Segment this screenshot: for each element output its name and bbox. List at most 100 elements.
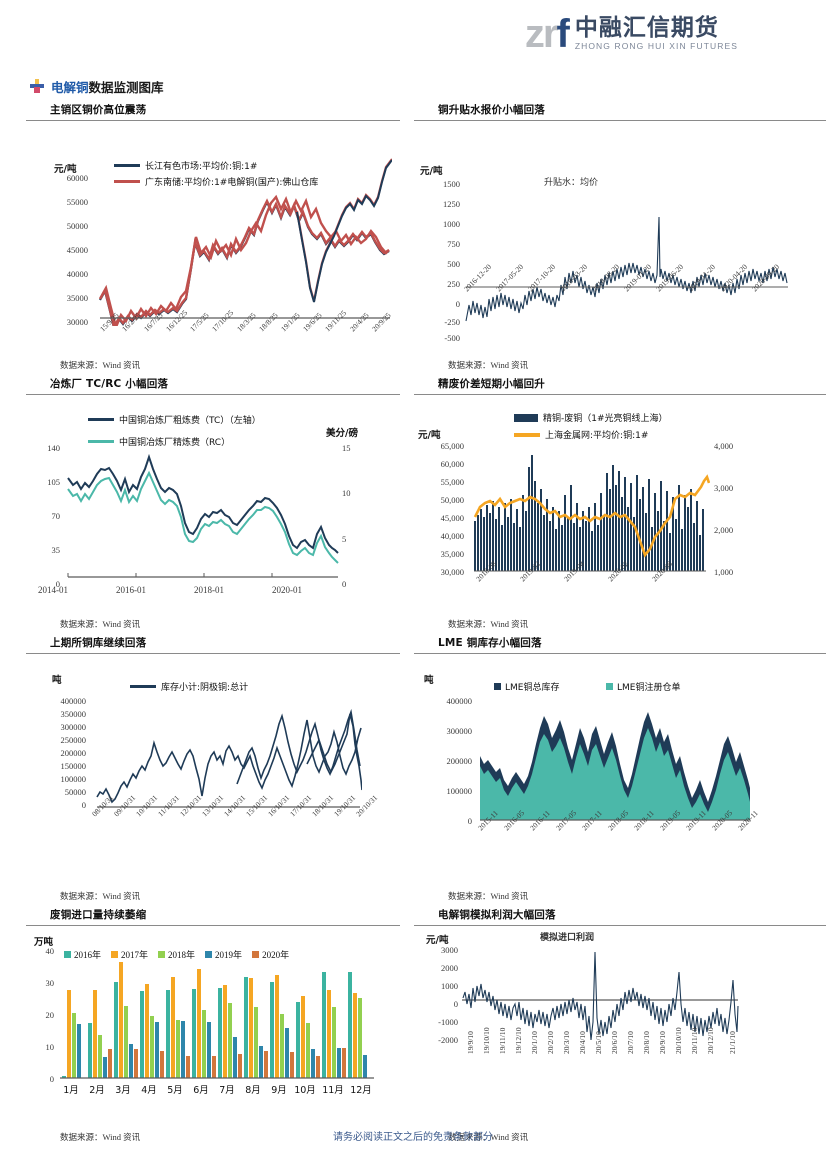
x-tick: 19/10/10 [482, 1027, 491, 1054]
logo-company-en: ZHONG RONG HUI XIN FUTURES [574, 41, 738, 52]
document-title-row: 电解铜数据监测图库 [0, 74, 826, 98]
panel-divider [414, 394, 826, 395]
logo-company-cn: 中融汇信期货 [574, 15, 719, 42]
legend-item-2017: 2017年 [111, 948, 148, 961]
legend-label: 中国铜冶炼厂粗炼费（TC）（左轴） [119, 416, 261, 426]
import-profit-plot [462, 951, 739, 1041]
legend-label: 2019年 [215, 950, 243, 960]
legend-swatch-line-icon [114, 164, 140, 167]
y-tick: 50000 [64, 787, 86, 797]
y-tick: 1000 [441, 981, 458, 991]
legend-item-shmet: 上海金属网:平均价:铜:1# [514, 428, 648, 441]
y-axis-unit-right: 美分/磅 [326, 428, 358, 439]
x-tick: 20/3/10 [562, 1031, 571, 1054]
bullet-marker-icon [30, 79, 44, 93]
legend-swatch-line-icon [88, 418, 114, 421]
legend-swatch-line-icon [88, 440, 114, 443]
legend-label: 2016年 [74, 950, 102, 960]
legend-label: LME铜总库存 [505, 683, 560, 693]
x-tick: 2018-01 [194, 585, 224, 595]
panel-shfe-stock: 上期所铜库继续回落 吨 库存小计:阴极铜:总计 400000 350000 30… [26, 635, 400, 902]
y-tick-left: 30,000 [440, 567, 464, 577]
panel-scrap-spread: 精废价差短期小幅回升 精铜-废铜（1#光亮铜线上海） 上海金属网:平均价:铜:1… [414, 376, 826, 630]
x-tick: 12月 [350, 1085, 372, 1096]
chart-scrap-spread: 精铜-废铜（1#光亮铜线上海） 上海金属网:平均价:铜:1# 元/吨 65,00… [414, 401, 826, 616]
legend-label: 2020年 [262, 950, 290, 960]
logo-text: 中融汇信期货 ZHONG RONG HUI XIN FUTURES [575, 17, 738, 51]
y-tick: 400000 [60, 696, 87, 706]
y-tick: 150000 [60, 761, 87, 771]
y-tick: 300000 [446, 726, 473, 736]
chart-source: 数据来源：Wind 资讯 [448, 619, 529, 629]
y-tick-left: 60,000 [440, 459, 464, 469]
legend-item-2018: 2018年 [158, 948, 195, 961]
page-title: 电解铜数据监测图库 [51, 77, 164, 96]
legend-swatch-square-icon [494, 683, 501, 690]
panel-divider [26, 394, 400, 395]
y-tick-left: 0 [55, 579, 60, 589]
x-tick: 20/8/10 [642, 1031, 651, 1054]
y-axis-unit: 吨 [424, 675, 434, 686]
legend-item-2020: 2020年 [252, 948, 289, 961]
panel-title-shfe-stock: 上期所铜库继续回落 [50, 637, 147, 649]
x-tick: 20/7/10 [626, 1031, 635, 1054]
x-tick: 1月 [63, 1085, 79, 1096]
x-tick: 2016-01 [116, 585, 146, 595]
y-tick: 200000 [446, 756, 473, 766]
y-tick: 200000 [60, 748, 87, 758]
x-tick: 6月 [193, 1085, 209, 1096]
y-axis-unit: 元/吨 [54, 164, 77, 175]
panel-title-premium: 铜升贴水报价小幅回落 [438, 104, 545, 116]
y-tick: 0 [467, 816, 472, 826]
panel-lme-stock: LME 铜库存小幅回落 吨 LME铜总库存 LME铜注册仓单 400000 30… [414, 635, 826, 902]
y-tick-left: 55,000 [440, 477, 464, 487]
legend-swatch-square-icon [205, 951, 213, 958]
y-tick: 60000 [66, 173, 88, 183]
legend-item-spread: 精铜-废铜（1#光亮铜线上海） [514, 411, 668, 424]
y-tick-right: 15 [342, 443, 351, 453]
panel-title-tcrc: 冶炼厂 TC/RC 小幅回落 [50, 378, 169, 390]
legend-swatch-bar-icon [514, 413, 538, 422]
x-tick: 10月 [294, 1085, 316, 1096]
logo-letter-z: z [524, 12, 545, 56]
y-tick: 30000 [66, 317, 88, 327]
panel-divider [26, 120, 400, 121]
page-title-rest: 数据监测图库 [88, 79, 164, 95]
x-tick: 19/11/10 [498, 1027, 507, 1054]
y-tick-left: 50,000 [440, 495, 464, 505]
chart-tcrc: 中国铜冶炼厂粗炼费（TC）（左轴） 中国铜冶炼厂精炼费（RC） 美分/磅 140… [26, 401, 400, 616]
y-tick-right: 5 [342, 534, 347, 544]
chart-lme-stock: 吨 LME铜总库存 LME铜注册仓单 400000 300000 200000 … [414, 660, 826, 888]
y-tick: 10 [45, 1042, 55, 1052]
y-tick: -2000 [438, 1035, 458, 1045]
y-tick-right: 10 [342, 488, 351, 498]
y-tick: 1000 [443, 219, 460, 229]
panel-title-import-profit: 电解铜模拟利润大幅回落 [438, 909, 556, 921]
premium-plot [465, 216, 788, 322]
y-tick: 20 [45, 1010, 55, 1020]
x-tick: 21/1/10 [728, 1031, 737, 1054]
legend-item-2016: 2016年 [64, 948, 101, 961]
y-tick-left: 35,000 [440, 549, 464, 559]
legend-item-2019: 2019年 [205, 948, 242, 961]
panel-tcrc: 冶炼厂 TC/RC 小幅回落 中国铜冶炼厂粗炼费（TC）（左轴） 中国铜冶炼厂精… [26, 376, 400, 630]
panel-divider [414, 925, 826, 926]
legend-item-rc: 中国铜冶炼厂精炼费（RC） [88, 435, 230, 448]
legend-label: 长江有色市场:平均价:铜:1# [145, 162, 258, 172]
x-tick: 9月 [271, 1085, 287, 1096]
legend-label: LME铜注册仓单 [617, 683, 681, 693]
chart-source: 数据来源：Wind 资讯 [60, 891, 141, 901]
panel-title-scrap-import: 废铜进口量持续萎缩 [50, 909, 147, 921]
legend-label: 2018年 [168, 950, 196, 960]
y-tick: 250 [447, 279, 460, 289]
scrap-import-bars [60, 962, 374, 1079]
legend-swatch-square-icon [252, 951, 260, 958]
y-tick: 40 [45, 946, 55, 956]
legend-swatch-square-icon [64, 951, 71, 958]
y-tick: 3000 [441, 945, 458, 955]
y-tick: 40000 [66, 269, 88, 279]
shfe-stock-plot [96, 708, 362, 808]
panel-title-lme-stock: LME 铜库存小幅回落 [438, 637, 542, 649]
y-tick: 500 [447, 259, 460, 269]
legend-item-shfe: 库存小计:阴极铜:总计 [130, 680, 248, 693]
